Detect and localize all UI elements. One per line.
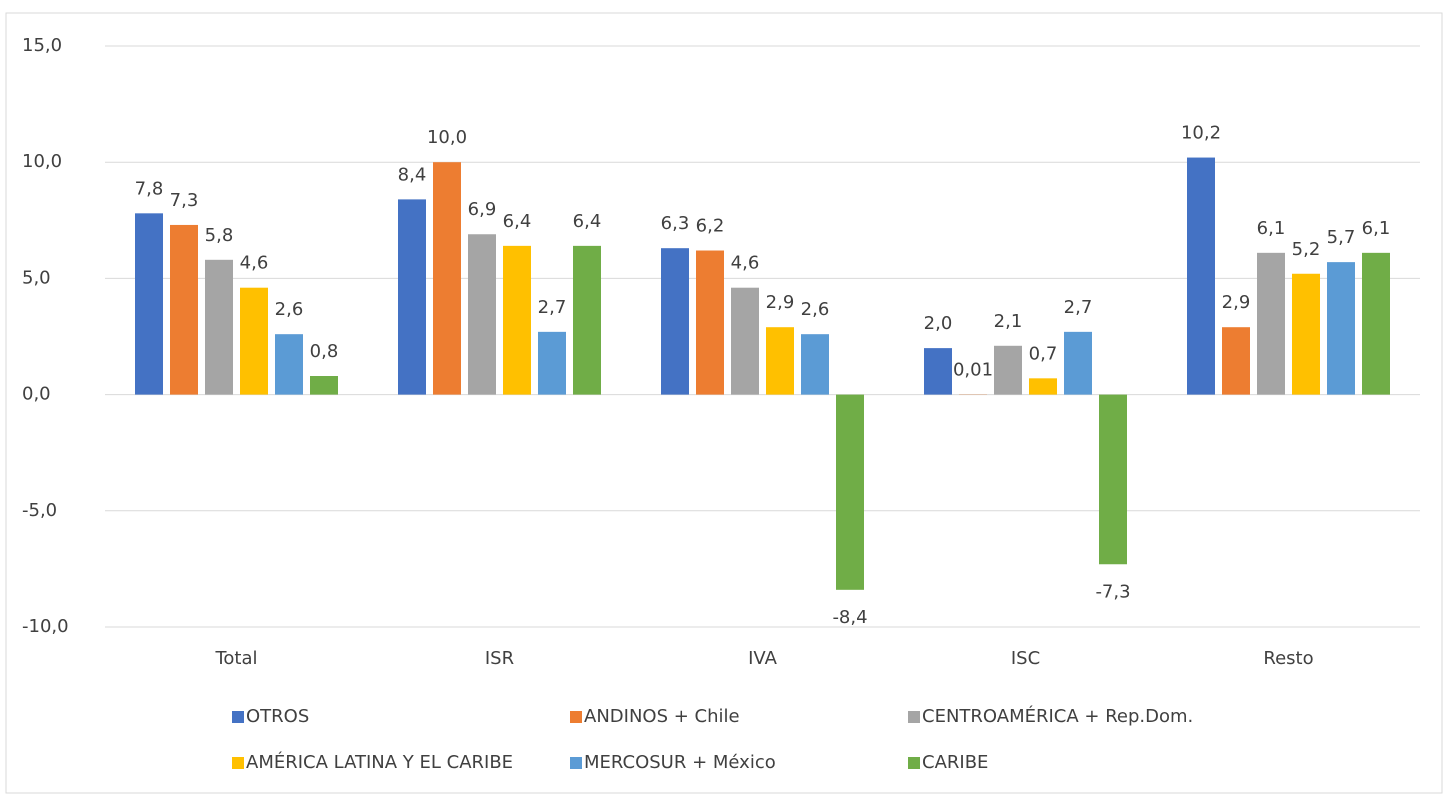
data-label: 0,8 (310, 341, 339, 362)
y-tick-label: 10,0 (22, 151, 62, 172)
data-label: 5,2 (1292, 239, 1321, 260)
bar (924, 348, 952, 395)
legend-swatch (570, 757, 582, 769)
bar (801, 334, 829, 395)
data-label: 5,7 (1327, 227, 1356, 248)
bar (433, 162, 461, 395)
y-tick-label: 0,0 (22, 384, 51, 405)
legend-label: ANDINOS + Chile (584, 706, 740, 727)
data-label: 10,2 (1181, 123, 1221, 144)
data-label: 6,3 (661, 213, 690, 234)
bar (1187, 157, 1215, 395)
legend-label: AMÉRICA LATINA Y EL CARIBE (246, 751, 513, 773)
data-label: 7,8 (135, 178, 164, 199)
data-label: 6,4 (573, 211, 602, 232)
legend-label: CENTROAMÉRICA + Rep.Dom. (922, 705, 1193, 727)
bar (503, 245, 531, 395)
data-label: 2,9 (766, 292, 795, 313)
bar (240, 287, 268, 395)
y-tick-label: -5,0 (22, 500, 57, 521)
bar (1222, 327, 1250, 395)
y-tick-label: 5,0 (22, 267, 51, 288)
bar (275, 334, 303, 395)
bar (310, 376, 338, 395)
bar (1064, 331, 1092, 395)
x-tick-label: ISR (485, 648, 514, 669)
data-label: 0,01 (953, 359, 993, 380)
y-tick-label: 15,0 (22, 35, 62, 56)
legend-swatch (908, 711, 920, 723)
data-label: 4,6 (731, 253, 760, 274)
data-label: -8,4 (832, 607, 867, 628)
data-label: 2,0 (924, 313, 953, 334)
x-tick-label: IVA (748, 648, 777, 669)
data-label: 2,6 (275, 299, 304, 320)
data-label: 4,6 (240, 253, 269, 274)
legend-swatch (570, 711, 582, 723)
bar (1362, 252, 1390, 395)
legend-swatch (908, 757, 920, 769)
data-label: 6,2 (696, 216, 725, 237)
data-label: 8,4 (398, 164, 427, 185)
y-tick-label: -10,0 (22, 616, 69, 637)
bar (398, 199, 426, 395)
x-tick-label: ISC (1011, 648, 1040, 669)
data-label: 2,9 (1222, 292, 1251, 313)
x-tick-label: Resto (1263, 648, 1313, 669)
legend-swatch (232, 757, 244, 769)
legend-swatch (232, 711, 244, 723)
data-label: 2,6 (801, 299, 830, 320)
bar (135, 213, 163, 395)
data-label: 6,4 (503, 211, 532, 232)
data-label: 2,7 (1064, 297, 1093, 318)
bar (1327, 262, 1355, 395)
legend-label: MERCOSUR + México (584, 752, 776, 773)
data-label: 6,1 (1257, 218, 1286, 239)
bar (731, 287, 759, 395)
bar (538, 331, 566, 395)
bar (170, 224, 198, 395)
bar (836, 394, 864, 590)
data-label: -7,3 (1095, 581, 1130, 602)
bar (205, 259, 233, 395)
bar (1257, 252, 1285, 395)
data-label: 2,1 (994, 311, 1023, 332)
data-label: 2,7 (538, 297, 567, 318)
bar (1099, 394, 1127, 565)
legend-label: OTROS (246, 706, 309, 727)
bar (661, 248, 689, 395)
x-tick-label: Total (214, 648, 257, 669)
data-label: 6,9 (468, 199, 497, 220)
bar (696, 250, 724, 395)
data-label: 5,8 (205, 225, 234, 246)
bar (468, 234, 496, 395)
bar (573, 245, 601, 395)
data-label: 6,1 (1362, 218, 1391, 239)
legend-label: CARIBE (922, 752, 988, 773)
data-label: 7,3 (170, 190, 199, 211)
chart-frame (5, 12, 1443, 794)
data-label: 10,0 (427, 127, 467, 148)
bar (766, 327, 794, 395)
bar (1029, 378, 1057, 395)
bar (1292, 273, 1320, 395)
data-label: 0,7 (1029, 343, 1058, 364)
bar (994, 345, 1022, 395)
